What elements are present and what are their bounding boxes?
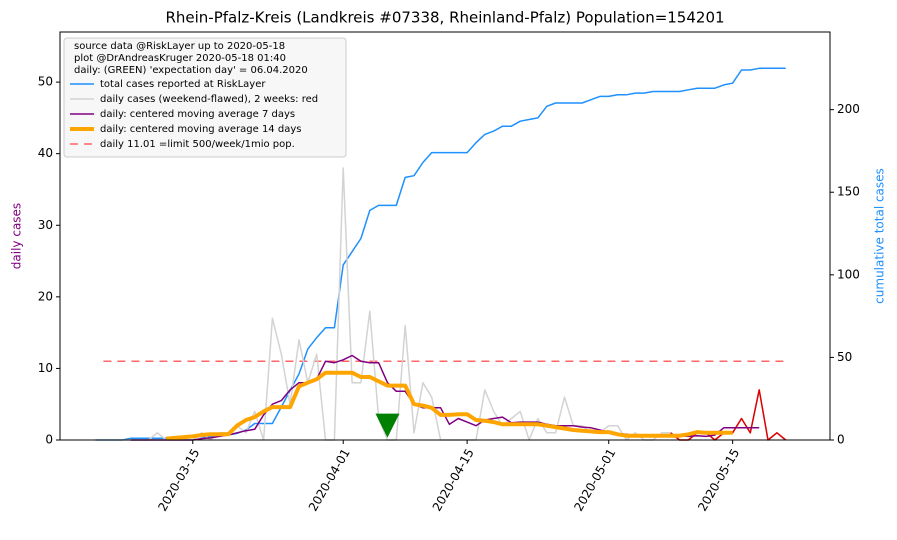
y2-tick-label: 0: [837, 433, 845, 447]
legend-box: [63, 37, 347, 158]
legend-label: daily: centered moving average 14 days: [100, 124, 301, 135]
plot-frame: [59, 31, 831, 441]
legend-label: daily 11.01 =limit 500/week/1mio pop.: [100, 139, 295, 150]
legend-header: daily: (GREEN) 'expectation day' = 06.04…: [74, 65, 308, 76]
y-tick-label: 50: [38, 75, 53, 89]
expectation-marker: [375, 413, 400, 438]
y-tick-label: 30: [38, 218, 53, 232]
legend-label: daily: centered moving average 7 days: [100, 109, 295, 120]
y2-tick-label: 150: [837, 185, 860, 199]
legend-label: daily cases (weekend-flawed), 2 weeks: r…: [100, 94, 318, 105]
legend-header: plot @DrAndreasKruger 2020-05-18 01:40: [74, 53, 286, 64]
legend-label: total cases reported at RiskLayer: [100, 79, 266, 90]
y-tick-label: 20: [38, 289, 53, 303]
y-tick-label: 40: [38, 146, 53, 160]
legend-header: source data @RiskLayer up to 2020-05-18: [74, 41, 285, 52]
y2-tick-label: 100: [837, 267, 860, 281]
chart-title: Rhein-Pfalz-Kreis (Landkreis #07338, Rhe…: [165, 9, 724, 27]
series-line: [95, 67, 786, 441]
y2-axis-label: cumulative total cases: [873, 168, 887, 304]
series-line: [166, 370, 733, 441]
y2-tick-label: 50: [837, 350, 852, 364]
y-axis-label: daily cases: [10, 203, 24, 269]
y-tick-label: 0: [45, 433, 53, 447]
y-tick-label: 10: [38, 361, 53, 375]
y2-tick-label: 200: [837, 102, 860, 116]
legend: source data @RiskLayer up to 2020-05-18p…: [63, 37, 347, 158]
